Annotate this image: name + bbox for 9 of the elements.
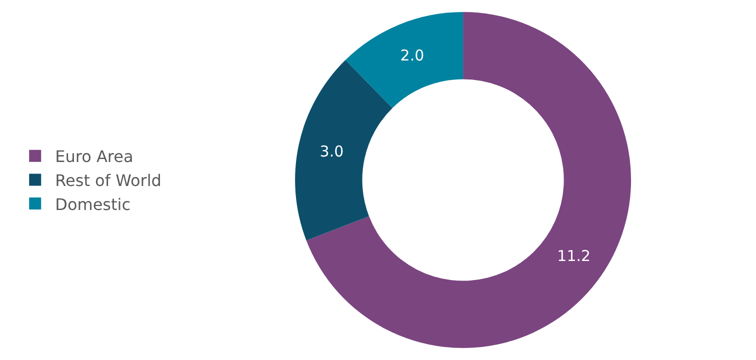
- donut-slice: [306, 12, 631, 348]
- legend-label: Euro Area: [55, 147, 134, 166]
- legend-label: Rest of World: [55, 170, 162, 190]
- data-label: 3.0: [320, 142, 344, 161]
- data-label: 2.0: [400, 46, 424, 65]
- data-label: 11.2: [557, 247, 591, 266]
- donut-slice: [295, 60, 392, 241]
- legend-label: Domestic: [55, 194, 131, 214]
- donut-slice: [345, 12, 464, 108]
